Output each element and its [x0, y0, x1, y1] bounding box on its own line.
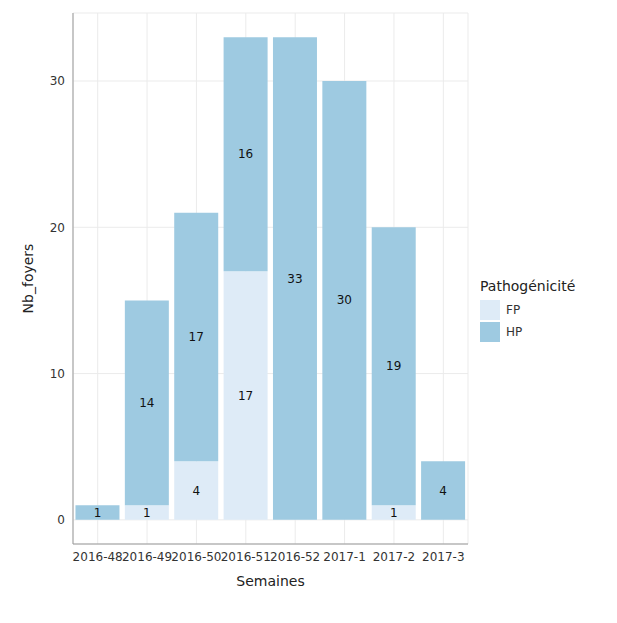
- svg-text:2016-50: 2016-50: [171, 550, 221, 564]
- svg-text:19: 19: [386, 359, 401, 373]
- svg-text:2017-3: 2017-3: [422, 550, 465, 564]
- svg-text:Semaines: Semaines: [236, 573, 304, 589]
- svg-text:1: 1: [390, 506, 398, 520]
- svg-text:16: 16: [238, 147, 253, 161]
- svg-text:Nb_foyers: Nb_foyers: [20, 244, 36, 314]
- svg-text:20: 20: [50, 221, 65, 235]
- html-text:HP: HP: [506, 325, 523, 339]
- svg-text:30: 30: [50, 74, 65, 88]
- svg-text:33: 33: [287, 272, 302, 286]
- svg-text:10: 10: [50, 367, 65, 381]
- svg-text:17: 17: [238, 389, 253, 403]
- svg-text:14: 14: [139, 396, 154, 410]
- html-text:FP: FP: [506, 303, 521, 317]
- svg-text:1: 1: [143, 506, 151, 520]
- svg-text:2016-48: 2016-48: [73, 550, 123, 564]
- svg-text:2016-51: 2016-51: [221, 550, 271, 564]
- svg-text:0: 0: [57, 513, 65, 527]
- svg-text:4: 4: [439, 484, 447, 498]
- svg-text:17: 17: [189, 330, 204, 344]
- svg-text:1: 1: [94, 506, 102, 520]
- svg-text:30: 30: [337, 293, 352, 307]
- svg-text:2016-52: 2016-52: [270, 550, 320, 564]
- svg-text:4: 4: [192, 484, 200, 498]
- html-text:Pathogénicité: Pathogénicité: [480, 278, 576, 294]
- svg-text:2016-49: 2016-49: [122, 550, 172, 564]
- svg-text:2017-1: 2017-1: [323, 550, 366, 564]
- svg-text:2017-2: 2017-2: [373, 550, 416, 564]
